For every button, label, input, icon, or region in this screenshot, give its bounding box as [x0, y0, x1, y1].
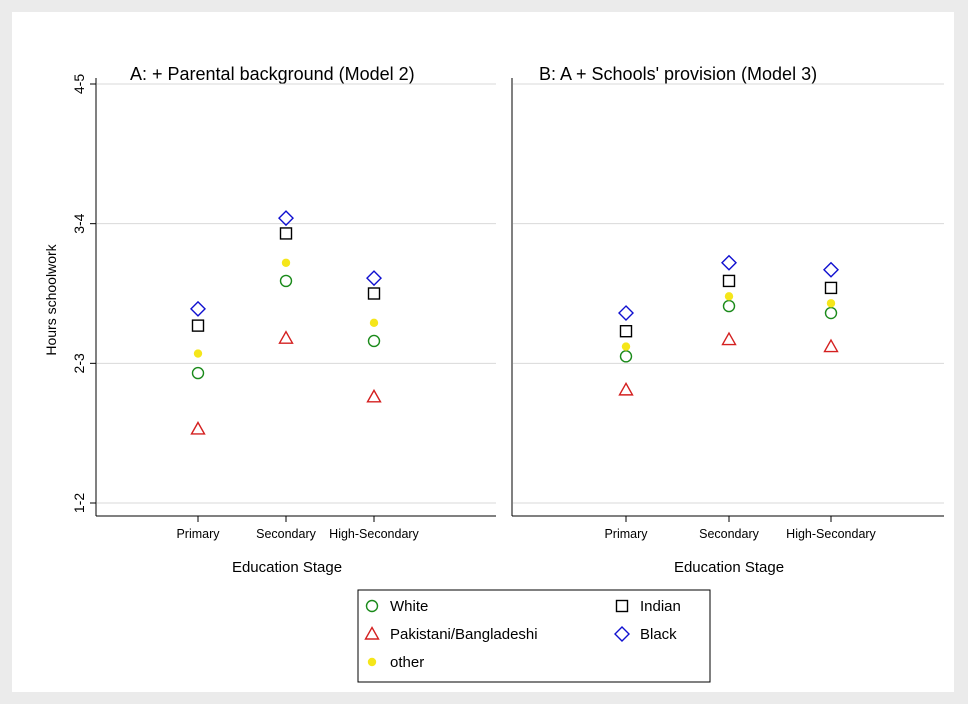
- legend-marker: [367, 657, 377, 667]
- data-point: [366, 388, 382, 403]
- x-tick-label: Secondary: [256, 527, 317, 541]
- y-axis-label: Hours schoolwork: [43, 243, 59, 355]
- data-point: [279, 227, 293, 240]
- data-point: [621, 342, 631, 351]
- legend: White Indian Pakistani/Bangladeshi Black oth…: [357, 589, 711, 683]
- data-point: [278, 330, 294, 344]
- legend-item: Indian: [615, 598, 681, 615]
- data-point: [826, 299, 836, 308]
- legend-item: Pakistani/Bangladeshi: [364, 626, 538, 643]
- y-tick-label: 4-5: [71, 74, 87, 94]
- data-point: [619, 350, 633, 363]
- data-point: [823, 338, 839, 353]
- data-point: [618, 305, 634, 322]
- plot-region: [12, 12, 954, 692]
- data-point: [824, 281, 838, 295]
- legend-item: Black: [614, 626, 677, 643]
- data-point: [619, 325, 633, 338]
- data-point: [824, 306, 838, 320]
- data-point: [724, 292, 734, 301]
- data-point: [193, 349, 203, 358]
- x-tick-label: Primary: [604, 527, 648, 541]
- data-point: [367, 287, 381, 300]
- legend-box: [357, 589, 711, 683]
- data-point: [721, 254, 737, 271]
- panel-a-x-axis-label: Education Stage: [232, 559, 342, 576]
- data-point: [366, 270, 382, 287]
- x-tick-label: High-Secondary: [329, 527, 419, 541]
- legend-label: other: [390, 654, 424, 671]
- data-point: [190, 421, 206, 435]
- data-point: [190, 300, 206, 317]
- data-point: [279, 274, 293, 288]
- data-point: [191, 366, 205, 380]
- data-point: [367, 334, 381, 348]
- y-tick-label: 3-4: [71, 213, 87, 233]
- panel-b-title: B: A + Schools' provision (Model 3): [539, 64, 817, 84]
- data-point: [722, 299, 736, 313]
- x-tick-label: High-Secondary: [786, 527, 876, 541]
- legend-label: White: [390, 598, 428, 615]
- y-tick-label: 2-3: [71, 353, 87, 373]
- legend-marker: [614, 626, 630, 642]
- data-point: [278, 210, 294, 227]
- panel-a-title: A: + Parental background (Model 2): [130, 64, 415, 84]
- panel-a: A: + Parental background (Model 2) Hours…: [43, 64, 496, 576]
- y-tick-label: 1-2: [71, 493, 87, 513]
- legend-item: other: [367, 654, 424, 671]
- panel-b-x-axis-label: Education Stage: [674, 559, 784, 576]
- legend-label: Indian: [640, 598, 681, 615]
- legend-label: Pakistani/Bangladeshi: [390, 626, 538, 643]
- legend-item: White: [365, 598, 428, 615]
- data-point: [191, 319, 205, 332]
- data-point: [618, 381, 634, 396]
- data-point: [281, 258, 291, 267]
- legend-marker: [365, 599, 379, 613]
- data-point: [823, 261, 839, 278]
- x-tick-label: Primary: [176, 527, 220, 541]
- panel-b: B: A + Schools' provision (Model 3) Prim…: [511, 64, 944, 576]
- legend-label: Black: [640, 626, 677, 643]
- x-tick-label: Secondary: [699, 527, 760, 541]
- legend-marker: [615, 599, 629, 613]
- data-point: [369, 318, 379, 328]
- data-point: [721, 331, 737, 346]
- data-point: [722, 274, 736, 288]
- legend-marker: [364, 626, 380, 640]
